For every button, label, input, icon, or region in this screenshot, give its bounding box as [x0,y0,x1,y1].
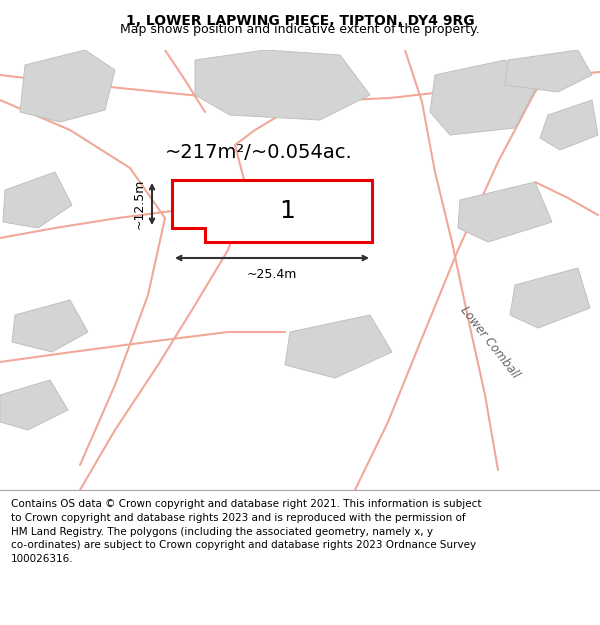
Polygon shape [458,182,552,242]
Polygon shape [540,100,598,150]
Polygon shape [20,50,115,122]
Text: Map shows position and indicative extent of the property.: Map shows position and indicative extent… [120,23,480,36]
Polygon shape [285,315,392,378]
Text: ~12.5m: ~12.5m [133,179,146,229]
Polygon shape [172,180,372,242]
Text: ~217m²/~0.054ac.: ~217m²/~0.054ac. [165,143,353,162]
Polygon shape [430,60,535,135]
Polygon shape [12,300,88,352]
Text: Lower Comball: Lower Comball [458,304,522,381]
Polygon shape [195,50,370,120]
Text: Contains OS data © Crown copyright and database right 2021. This information is : Contains OS data © Crown copyright and d… [11,499,481,564]
Polygon shape [505,50,592,92]
Text: 1, LOWER LAPWING PIECE, TIPTON, DY4 9RG: 1, LOWER LAPWING PIECE, TIPTON, DY4 9RG [125,14,475,28]
Text: ~25.4m: ~25.4m [247,268,297,281]
Text: 1: 1 [279,199,295,223]
Polygon shape [510,268,590,328]
Polygon shape [0,380,68,430]
Polygon shape [3,172,72,228]
